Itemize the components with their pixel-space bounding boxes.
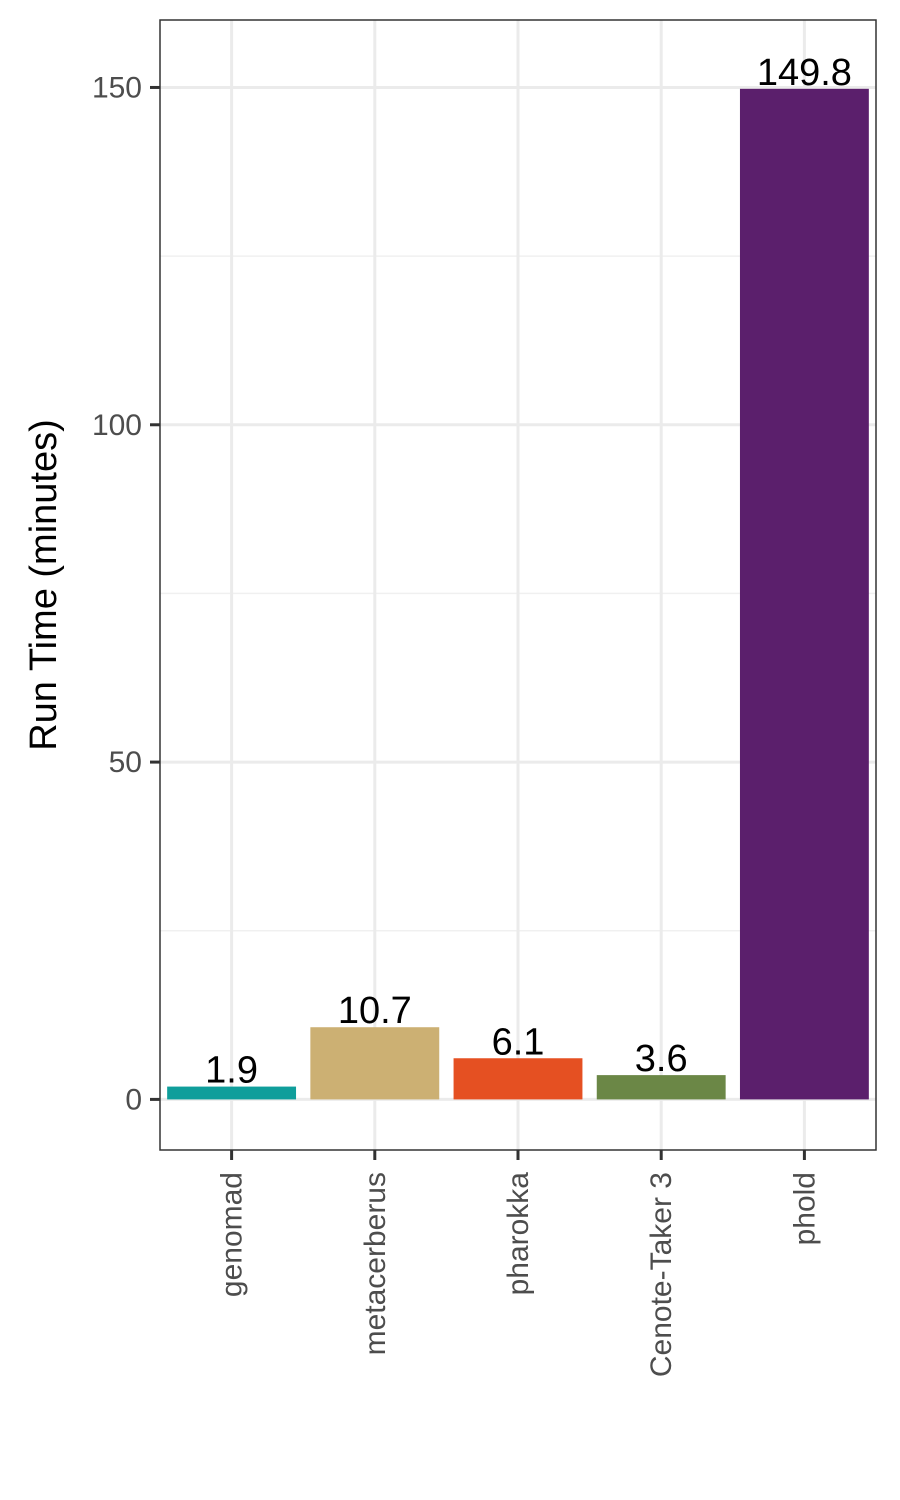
y-axis-title: Run Time (minutes) [23, 419, 65, 751]
bar-metacerberus [310, 1027, 440, 1100]
bar-phold [739, 88, 869, 1100]
y-tick-label: 100 [92, 409, 142, 442]
data-labels: 1.9 10.7 6.1 3.6 149.8 [205, 52, 852, 1092]
x-axis: genomad metacerberus pharokka Cenote-Taker … [216, 1150, 821, 1377]
data-label: 10.7 [338, 990, 412, 1032]
y-tick-label: 0 [125, 1083, 142, 1116]
x-tick-label: pharokka [502, 1172, 535, 1296]
x-tick-label: genomad [216, 1172, 249, 1297]
y-axis: 0 50 100 150 [92, 71, 160, 1116]
y-tick-label: 50 [109, 746, 142, 779]
x-tick-label: Cenote-Taker 3 [645, 1172, 678, 1377]
data-label: 149.8 [757, 52, 852, 94]
x-tick-label: metacerberus [359, 1172, 392, 1355]
data-label: 3.6 [635, 1038, 688, 1080]
x-tick-label: phold [788, 1172, 821, 1245]
bars [167, 88, 869, 1100]
bar-pharokka [453, 1058, 583, 1100]
data-label: 6.1 [492, 1021, 545, 1063]
y-tick-label: 150 [92, 71, 142, 104]
data-label: 1.9 [205, 1050, 258, 1092]
bar-genomad [167, 1086, 297, 1100]
bar-cenote-taker-3 [596, 1075, 726, 1100]
